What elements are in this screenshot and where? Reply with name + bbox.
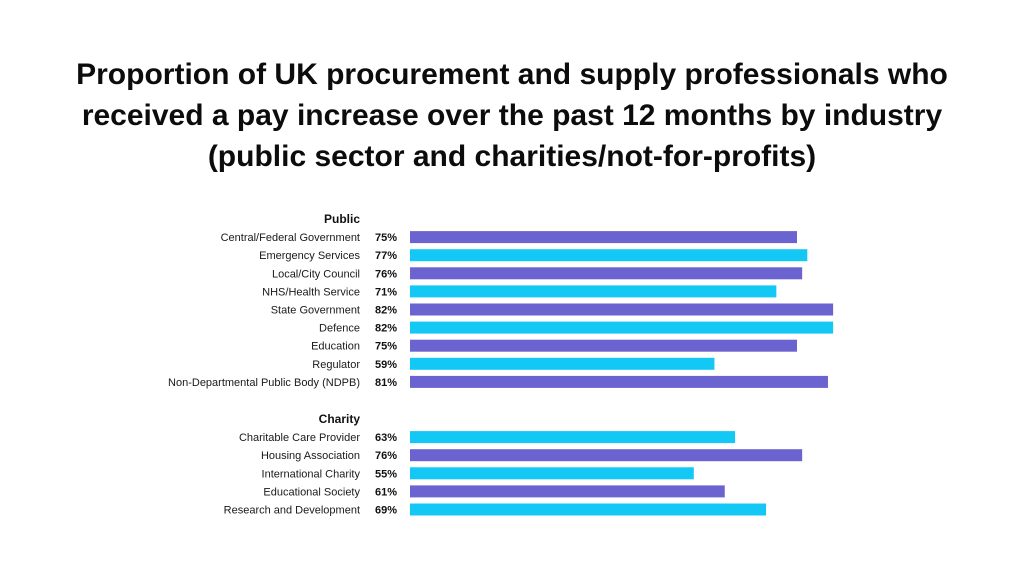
- value-label: 75%: [375, 232, 397, 244]
- category-label: International Charity: [262, 468, 361, 480]
- group-label: Charity: [319, 412, 361, 426]
- chart-title: Proportion of UK procurement and supply …: [76, 58, 948, 173]
- category-label: Charitable Care Provider: [239, 432, 360, 444]
- category-label: Educational Society: [263, 486, 360, 498]
- category-label: Education: [311, 341, 360, 353]
- value-label: 77%: [375, 250, 397, 262]
- category-label: Housing Association: [261, 450, 360, 462]
- bar: [410, 375, 828, 388]
- category-label: Local/City Council: [272, 268, 360, 280]
- value-label: 71%: [375, 286, 397, 298]
- bar: [410, 503, 767, 516]
- bar: [410, 267, 803, 280]
- value-label: 76%: [375, 268, 397, 280]
- category-label: Regulator: [312, 359, 360, 371]
- bar: [410, 467, 694, 480]
- value-label: 82%: [375, 305, 397, 317]
- value-label: 59%: [375, 359, 397, 371]
- category-label: Emergency Services: [259, 250, 360, 262]
- bar: [410, 249, 808, 262]
- bar: [410, 485, 725, 498]
- value-label: 75%: [375, 341, 397, 353]
- category-label: State Government: [271, 305, 360, 317]
- category-label: Research and Development: [224, 505, 360, 517]
- bar: [410, 231, 797, 244]
- bar: [410, 303, 834, 316]
- category-label: Central/Federal Government: [221, 232, 360, 244]
- value-label: 63%: [375, 432, 397, 444]
- category-label: NHS/Health Service: [262, 286, 360, 298]
- category-label: Defence: [319, 323, 360, 335]
- value-label: 55%: [375, 468, 397, 480]
- bar: [410, 285, 777, 298]
- bar: [410, 357, 715, 370]
- bar: [410, 321, 834, 334]
- value-label: 81%: [375, 377, 397, 389]
- value-label: 82%: [375, 323, 397, 335]
- value-label: 61%: [375, 486, 397, 498]
- bar: [410, 449, 803, 462]
- bar: [410, 431, 736, 444]
- category-label: Non-Departmental Public Body (NDPB): [168, 377, 360, 389]
- value-label: 69%: [375, 505, 397, 517]
- bar: [410, 339, 797, 352]
- group-label: Public: [324, 212, 360, 226]
- value-label: 76%: [375, 450, 397, 462]
